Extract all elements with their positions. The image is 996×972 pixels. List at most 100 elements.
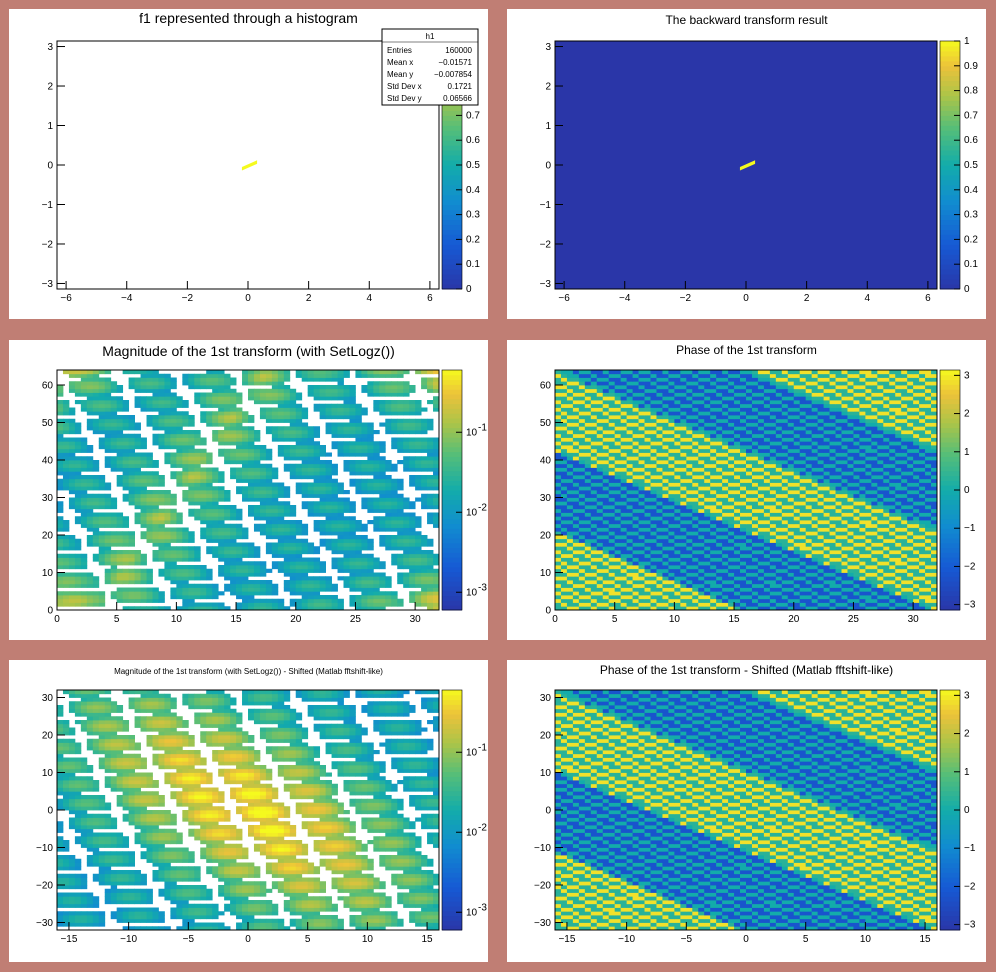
bin bbox=[572, 565, 580, 570]
bin bbox=[775, 546, 783, 551]
bin bbox=[134, 512, 141, 517]
bin bbox=[853, 538, 860, 543]
bin bbox=[343, 430, 350, 435]
bin bbox=[883, 587, 890, 592]
bin bbox=[104, 576, 112, 581]
bin bbox=[650, 576, 657, 581]
bin bbox=[692, 553, 699, 558]
bin bbox=[674, 591, 681, 596]
bin bbox=[650, 568, 657, 573]
bin bbox=[355, 452, 362, 457]
bin bbox=[883, 572, 890, 577]
bin bbox=[775, 538, 783, 543]
bin bbox=[919, 508, 926, 513]
bin bbox=[895, 565, 902, 570]
bin bbox=[871, 572, 878, 577]
bin bbox=[596, 550, 604, 555]
bin bbox=[355, 542, 362, 547]
bin bbox=[68, 430, 76, 435]
bin bbox=[194, 430, 201, 435]
bin bbox=[403, 501, 410, 506]
bin bbox=[325, 497, 332, 502]
bin bbox=[122, 445, 130, 450]
bin bbox=[835, 591, 842, 596]
bin bbox=[811, 576, 819, 581]
bin bbox=[853, 542, 860, 547]
bin bbox=[62, 572, 70, 577]
bin bbox=[614, 542, 622, 547]
bin bbox=[307, 452, 315, 457]
bin bbox=[397, 557, 404, 562]
bin bbox=[295, 568, 303, 573]
plot-area bbox=[57, 370, 439, 610]
bin bbox=[57, 576, 64, 581]
bin bbox=[829, 546, 836, 551]
bin bbox=[116, 538, 124, 543]
bin bbox=[566, 565, 574, 570]
bin bbox=[98, 441, 106, 446]
bin bbox=[668, 553, 675, 558]
bin bbox=[799, 523, 807, 528]
bin bbox=[877, 538, 884, 543]
bin bbox=[391, 400, 398, 405]
bin bbox=[349, 403, 356, 408]
bin bbox=[242, 373, 249, 378]
bin bbox=[427, 426, 434, 431]
bin bbox=[584, 505, 592, 510]
bin bbox=[74, 463, 82, 468]
color-bar-bin bbox=[940, 160, 960, 166]
bin bbox=[853, 606, 860, 610]
bin bbox=[403, 430, 410, 435]
bin bbox=[248, 505, 255, 510]
bin bbox=[57, 460, 64, 465]
bin bbox=[919, 576, 926, 581]
bin bbox=[787, 606, 795, 610]
bin bbox=[248, 602, 255, 607]
bin bbox=[931, 598, 937, 603]
bin bbox=[349, 568, 356, 573]
bin bbox=[265, 527, 273, 532]
bin bbox=[224, 512, 231, 517]
color-bar-bin bbox=[442, 160, 462, 166]
color-bar-bin bbox=[442, 394, 462, 400]
bin bbox=[57, 463, 64, 468]
bin bbox=[650, 538, 657, 543]
z-tick-label: 0.1 bbox=[964, 259, 978, 270]
bin bbox=[817, 595, 824, 600]
bin bbox=[182, 550, 189, 555]
bin bbox=[608, 516, 616, 521]
color-bar-bin bbox=[442, 600, 462, 606]
bin bbox=[578, 520, 586, 525]
bin bbox=[901, 523, 908, 528]
bin bbox=[277, 516, 285, 521]
bin bbox=[110, 505, 118, 510]
bin bbox=[913, 598, 920, 603]
bin bbox=[200, 583, 207, 588]
bin bbox=[212, 392, 219, 397]
bin bbox=[728, 527, 735, 532]
bin bbox=[116, 452, 124, 457]
bin bbox=[829, 587, 836, 592]
bin bbox=[361, 591, 368, 596]
bin bbox=[301, 482, 309, 487]
bin bbox=[355, 486, 362, 491]
bin bbox=[194, 493, 201, 498]
bin bbox=[722, 602, 729, 607]
bin bbox=[566, 538, 574, 543]
bin bbox=[337, 441, 344, 446]
bin bbox=[248, 553, 255, 558]
bin bbox=[80, 370, 88, 375]
bin bbox=[740, 591, 747, 596]
bin bbox=[283, 445, 291, 450]
bin bbox=[337, 482, 344, 487]
bin bbox=[433, 471, 439, 476]
bin bbox=[74, 392, 82, 397]
bin bbox=[367, 538, 374, 543]
bin bbox=[355, 523, 362, 528]
bin bbox=[248, 426, 255, 431]
bin bbox=[787, 591, 795, 596]
bin bbox=[182, 598, 189, 603]
bin bbox=[403, 550, 410, 555]
bin bbox=[829, 598, 836, 603]
bin bbox=[373, 565, 380, 570]
